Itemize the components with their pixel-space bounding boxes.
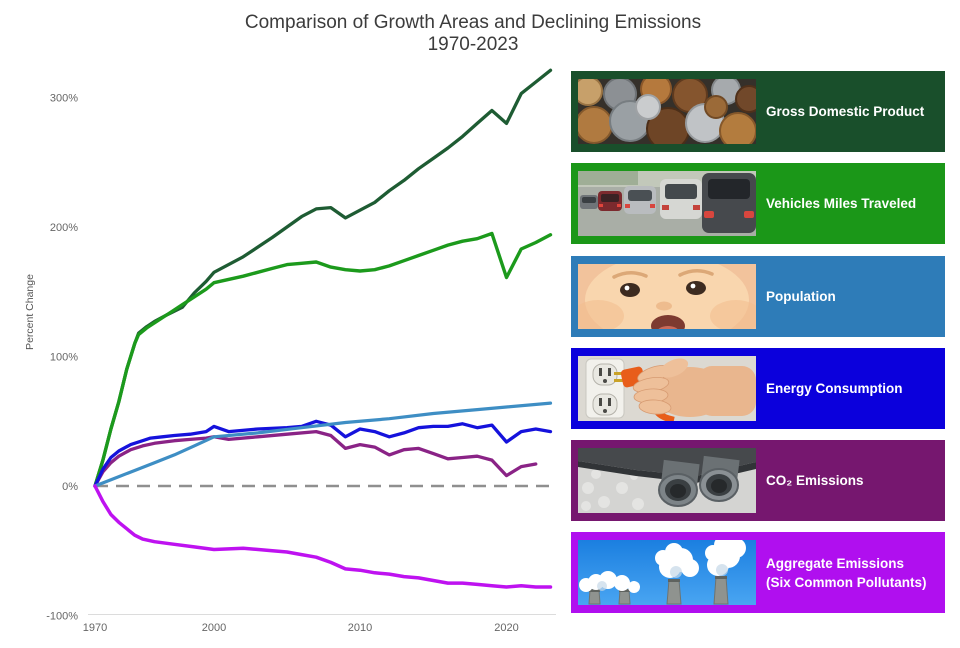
y-axis-title: Percent Change <box>24 274 36 350</box>
legend-item-energy: Energy Consumption <box>571 347 945 429</box>
exhaust-photo <box>578 448 756 514</box>
legend-label-co2: CO₂ Emissions <box>766 473 864 489</box>
y-tick-label: -100% <box>46 611 78 623</box>
trend-line-chart: Percent Change 1970 2000 2010 2020300%200%1… <box>24 68 556 634</box>
chart-title: Comparison of Growth Areas and Declining… <box>0 12 946 56</box>
legend-label-energy: Energy Consumption <box>766 380 903 396</box>
chart-series-lines <box>93 68 553 589</box>
smokestacks-photo <box>578 540 756 606</box>
y-tick-label: 100% <box>50 352 78 364</box>
legend-label-population: Population <box>766 288 836 304</box>
legend-label-aggregate-line1: Aggregate Emissions <box>766 555 905 571</box>
x-tick-label: 2010 <box>348 622 372 634</box>
series-line-population <box>93 401 553 488</box>
legend-item-co2: CO₂ Emissions <box>571 440 945 522</box>
y-tick-label: 0% <box>62 481 78 493</box>
plug-photo <box>578 355 756 421</box>
legend-label-vmt: Vehicles Miles Traveled <box>766 196 917 212</box>
series-line-aggregate <box>93 484 553 589</box>
legend-item-aggregate: Aggregate Emissions (Six Common Pollutan… <box>571 532 945 614</box>
series-line-vmt <box>93 231 553 488</box>
y-tick-label: 300% <box>50 93 78 105</box>
legend-label-aggregate-line2: (Six Common Pollutants) <box>766 574 927 590</box>
legend-item-population: Population <box>571 255 945 337</box>
x-tick-label: 2000 <box>202 622 226 634</box>
chart-title-line1: Comparison of Growth Areas and Declining… <box>244 12 702 33</box>
legend-label-aggregate: Aggregate Emissions (Six Common Pollutan… <box>766 554 927 592</box>
x-tick-label: 1970 <box>83 622 107 634</box>
x-tick-label: 2020 <box>494 622 518 634</box>
y-tick-label: 200% <box>50 222 78 234</box>
chart-title-line2: 1970-2023 <box>427 34 519 55</box>
series-line-energy <box>93 419 553 488</box>
legend-item-vmt: Vehicles Miles Traveled <box>571 163 945 245</box>
traffic-photo <box>578 171 756 237</box>
chart-axes: 1970 2000 2010 2020 300% 200% 100% 0% -100% <box>46 93 556 634</box>
legend: Gross Domestic Product <box>571 71 945 625</box>
series-line-co2 <box>93 429 538 488</box>
coins-photo <box>578 79 756 144</box>
legend-item-gdp: Gross Domestic Product <box>571 71 945 152</box>
baby-photo <box>578 263 756 329</box>
legend-label-gdp: Gross Domestic Product <box>766 104 925 119</box>
